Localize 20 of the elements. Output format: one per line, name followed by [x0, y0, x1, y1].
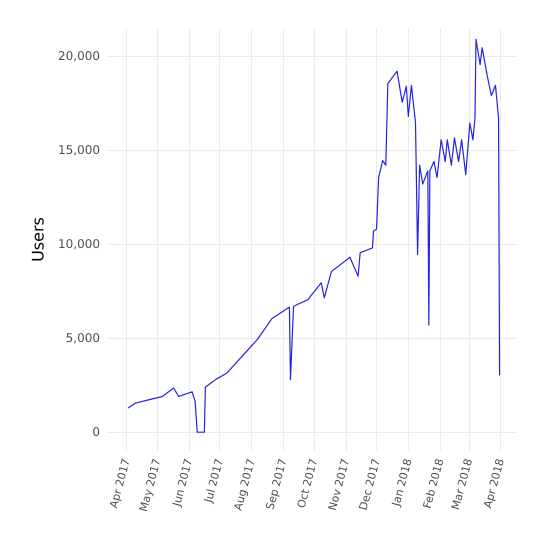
x-tick-label: Jun 2017 — [170, 457, 196, 509]
y-tick-label: 0 — [92, 425, 100, 440]
x-tick-label: Mar 2018 — [449, 457, 476, 512]
x-tick-label: Feb 2018 — [420, 457, 446, 510]
x-tick-label: Jul 2017 — [202, 457, 226, 505]
x-tick-label: Aug 2017 — [232, 457, 258, 512]
x-tick-label: Apr 2017 — [107, 457, 133, 510]
x-tick-label: Nov 2017 — [326, 457, 352, 512]
y-tick-label: 20,000 — [58, 49, 100, 64]
x-tick-label: Sep 2017 — [263, 457, 290, 512]
x-tick-label: Apr 2018 — [481, 457, 507, 510]
x-tick-label: May 2017 — [136, 457, 164, 514]
y-tick-label: 15,000 — [58, 143, 100, 158]
line-series — [128, 38, 500, 433]
x-tick-label: Jan 2018 — [389, 457, 415, 508]
y-axis-title: Users — [28, 217, 48, 262]
y-tick-label: 10,000 — [58, 237, 100, 252]
x-tick-label: Dec 2017 — [356, 457, 383, 512]
x-tick-label: Oct 2017 — [294, 457, 320, 510]
y-tick-label: 5,000 — [66, 331, 100, 346]
